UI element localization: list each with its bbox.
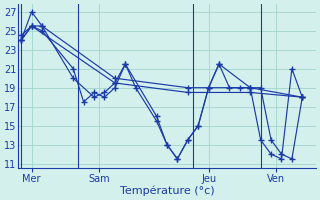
X-axis label: Température (°c): Température (°c) (120, 185, 214, 196)
